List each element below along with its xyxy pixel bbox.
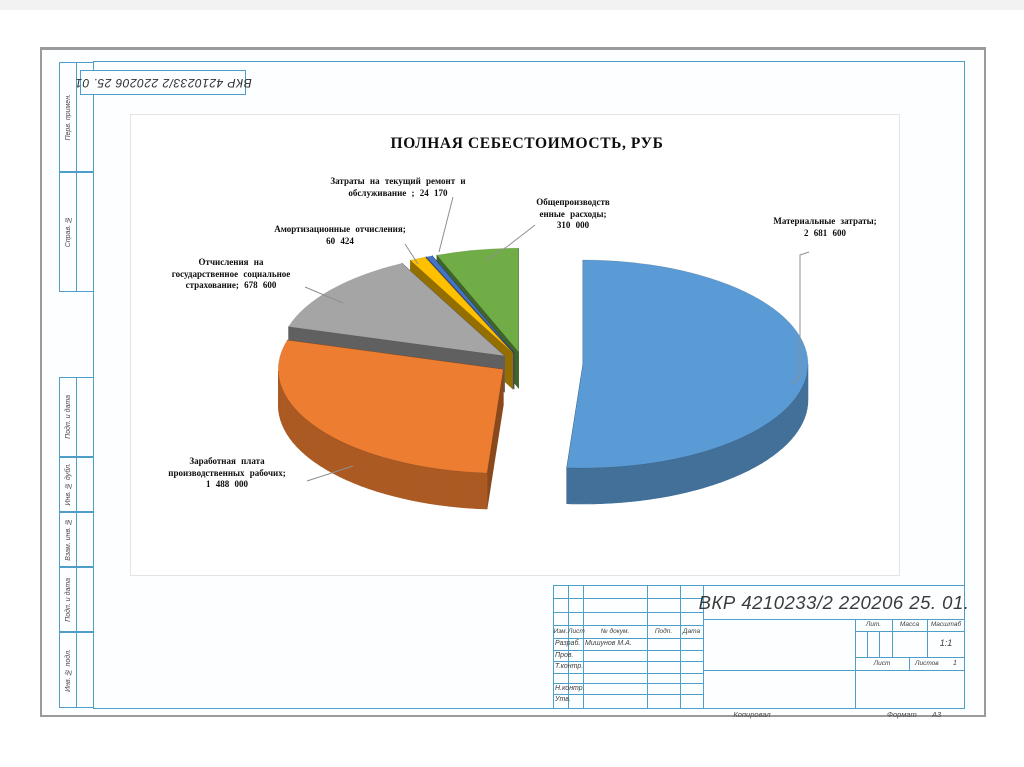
leader-line-amortization bbox=[404, 243, 419, 265]
chart-area: ПОЛНАЯ СЕБЕСТОИМОСТЬ, РУБ Затраты на тек… bbox=[130, 114, 900, 576]
margin-stamp-label: Взам. инв. № bbox=[64, 518, 72, 561]
pie-label-line: 1 488 000 bbox=[205, 479, 248, 489]
pie-label-line: государственное социальное bbox=[171, 268, 291, 279]
col-header-doc: № докум. bbox=[600, 627, 630, 635]
margin-stamp-label-wrap: Перв. примен. bbox=[60, 63, 76, 171]
pie-label-line: 60 424 bbox=[326, 235, 354, 246]
row-label-prov: Пров. bbox=[555, 651, 574, 659]
listov-label: Листов bbox=[915, 659, 939, 667]
pie-label-social: Отчисления на государственное социальное… bbox=[172, 257, 291, 292]
margin-stamp-divider bbox=[76, 633, 77, 707]
margin-stamp-label: Инв. № дубл. bbox=[64, 463, 72, 506]
list-label: Лист bbox=[873, 659, 891, 667]
margin-stamp-label-wrap: Инв. № подл. bbox=[60, 633, 76, 707]
pie-chart-svg bbox=[277, 196, 810, 510]
margin-stamp-sprav-no: Справ. № bbox=[59, 172, 94, 292]
lit-header: Лит. bbox=[865, 621, 882, 628]
margin-stamp-label: Перв. примен. bbox=[64, 93, 72, 141]
pie-label-line: страхование; 678 600 bbox=[185, 280, 277, 290]
row-value-razrab: Мишунов М.А. bbox=[585, 640, 632, 647]
margin-stamp-podp-data-2: Подп. и дата bbox=[59, 567, 94, 632]
pie-slice-material bbox=[566, 259, 809, 505]
margin-stamp-divider bbox=[76, 513, 77, 566]
masshtab-value: 1:1 bbox=[939, 638, 953, 648]
margin-stamp-podp-data-1: Подп. и дата bbox=[59, 377, 94, 457]
margin-stamp-inv-podl: Инв. № подл. bbox=[59, 632, 94, 708]
pie-label-overhead: Общепроизводств енные расходы; 310 000 bbox=[536, 197, 609, 232]
leader-line-wages bbox=[306, 465, 354, 482]
designation-text: ВКР 4210233/2 220206 25. 01. bbox=[698, 591, 970, 613]
listov-value: 1 bbox=[953, 659, 957, 667]
margin-stamp-label-wrap: Инв. № дубл. bbox=[60, 458, 76, 511]
top-designation-stamp: ВКР 4210233/2 220206 25. 01 bbox=[75, 70, 251, 95]
col-header-izm: Изм. bbox=[553, 627, 568, 635]
pie-label-line: 310 000 bbox=[556, 220, 590, 230]
title-block-grid bbox=[553, 585, 965, 709]
drawing-sheet: Перв. примен. Справ. № Подп. и дата Инв.… bbox=[40, 47, 986, 719]
footer-format-label: Формат bbox=[887, 710, 917, 719]
margin-stamp-label: Подп. и дата bbox=[64, 577, 72, 622]
top-band bbox=[0, 0, 1024, 10]
leader-line-overhead bbox=[484, 224, 536, 262]
pie-label-line: Общепроизводств bbox=[536, 197, 610, 207]
margin-stamp-label-wrap: Взам. инв. № bbox=[60, 513, 76, 566]
pie-label-repair: Затраты на текущий ремонт и обслуживание… bbox=[330, 176, 465, 199]
margin-stamp-label-wrap: Подп. и дата bbox=[60, 568, 76, 631]
margin-stamp-divider bbox=[76, 63, 77, 171]
pie-label-line: енные расходы; bbox=[539, 208, 607, 219]
pie-label-line: Отчисления на bbox=[198, 257, 264, 267]
row-label-nkontr: Н.контр. bbox=[555, 684, 585, 692]
pie-label-line: производственных рабочих; bbox=[168, 467, 286, 478]
margin-stamp-divider bbox=[76, 458, 77, 511]
chart-title: ПОЛНАЯ СЕБЕСТОИМОСТЬ, РУБ bbox=[390, 135, 664, 152]
margin-stamp-label: Инв. № подл. bbox=[64, 648, 72, 692]
pie-slice-wages bbox=[277, 339, 504, 510]
pie-label-line: 2 681 600 bbox=[803, 227, 846, 238]
pie-label-material: Материальные затраты; 2 681 600 bbox=[773, 216, 876, 239]
margin-stamp-perv-primen: Перв. примен. bbox=[59, 62, 94, 172]
footer-format-value: А3 bbox=[932, 710, 942, 719]
margin-stamp-inv-dubl: Инв. № дубл. bbox=[59, 457, 94, 512]
pie-label-amortization: Амортизационные отчисления; 60 424 bbox=[274, 224, 405, 247]
leader-line-material bbox=[792, 251, 810, 384]
margin-stamp-divider bbox=[76, 568, 77, 631]
col-header-data: Дата bbox=[682, 627, 701, 635]
row-label-tkontr: Т.контр. bbox=[555, 663, 584, 670]
col-header-list: Лист bbox=[568, 627, 585, 635]
pie-label-line: Заработная плата bbox=[189, 456, 265, 466]
pie-label-line: Амортизационные отчисления; bbox=[274, 224, 406, 234]
pie-label-line: обслуживание ; 24 170 bbox=[348, 187, 448, 198]
row-label-razrab: Разраб. bbox=[555, 640, 581, 647]
margin-stamp-label-wrap: Справ. № bbox=[60, 173, 76, 291]
margin-stamp-divider bbox=[76, 378, 77, 456]
pie-label-wages: Заработная плата производственных рабочи… bbox=[168, 456, 285, 491]
masshtab-header: Масштаб bbox=[930, 621, 962, 628]
pie-label-line: Затраты на текущий ремонт и bbox=[330, 176, 466, 186]
top-designation-text: ВКР 4210233/2 220206 25. 01 bbox=[74, 75, 252, 90]
margin-stamp-label: Подп. и дата bbox=[64, 395, 72, 439]
title-block: ВКР 4210233/2 220206 25. 01. Изм. Лист №… bbox=[553, 585, 970, 709]
margin-stamp-vzam-inv: Взам. инв. № bbox=[59, 512, 94, 567]
leader-line-social bbox=[304, 286, 344, 304]
margin-stamp-label: Справ. № bbox=[64, 216, 72, 248]
footer-copied: Копировал bbox=[733, 710, 771, 719]
margin-stamp-divider bbox=[76, 173, 77, 291]
col-header-podp: Подп. bbox=[654, 627, 673, 635]
pie-label-line: Материальные затраты; bbox=[773, 216, 877, 226]
massa-header: Масса bbox=[899, 621, 920, 628]
leader-line-repair bbox=[438, 196, 454, 253]
row-label-utv: Утв. bbox=[555, 696, 571, 703]
margin-stamp-label-wrap: Подп. и дата bbox=[60, 378, 76, 456]
